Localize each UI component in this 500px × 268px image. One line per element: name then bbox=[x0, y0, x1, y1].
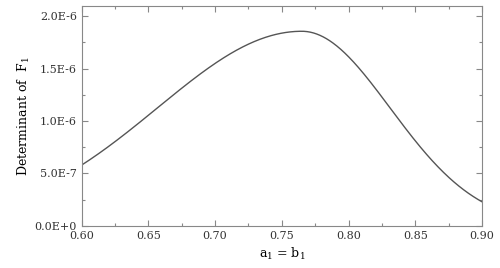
Y-axis label: Determinant of  F$_1$: Determinant of F$_1$ bbox=[16, 56, 32, 176]
X-axis label: a$_1$ = b$_1$: a$_1$ = b$_1$ bbox=[258, 246, 305, 262]
